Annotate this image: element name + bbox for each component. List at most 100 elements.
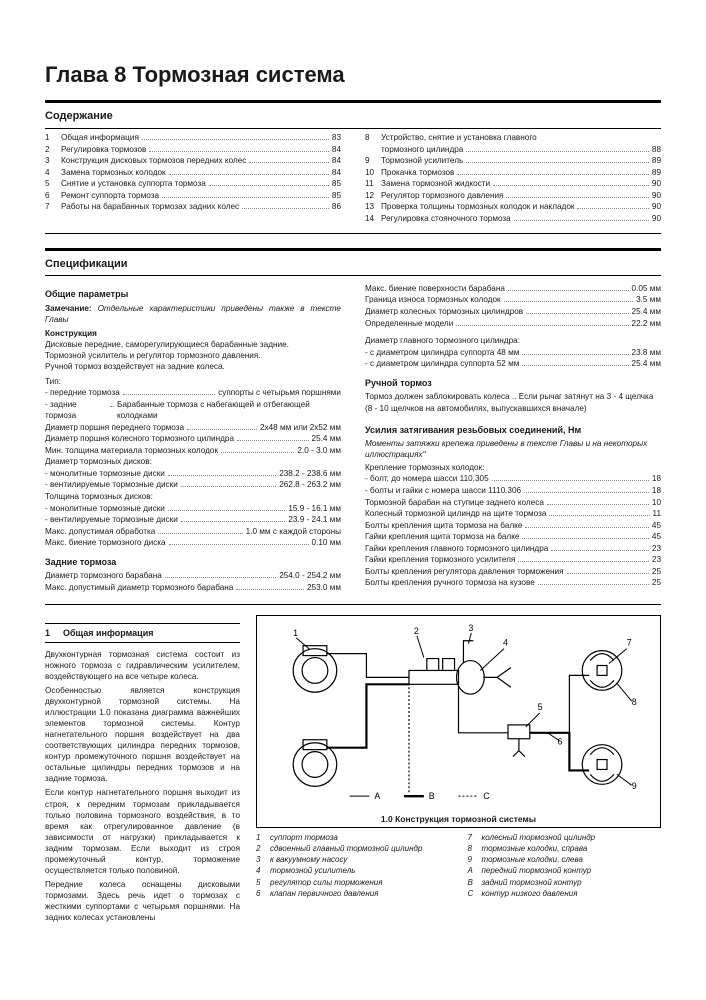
- toc-row: 14Регулировка стояночного тормоза90: [365, 213, 661, 224]
- legend-row: 2сдвоенный главный тормозной цилиндр: [256, 844, 450, 855]
- disc-thick-head: Толщина тормозных дисков:: [45, 491, 341, 502]
- spec-row: - передние тормозасуппорты с четырьмя по…: [45, 387, 341, 398]
- figure-legend: 1суппорт тормоза2сдвоенный главный тормо…: [256, 832, 661, 900]
- spec-row: - с диаметром цилиндра суппорта 52 мм25.…: [365, 358, 661, 369]
- spec-line: Дисковые передние, саморегулирующиеся ба…: [45, 339, 341, 350]
- toc-row: 8Устройство, снятие и установка главного: [365, 132, 661, 143]
- toc-row: 5Снятие и установка суппорта тормоза85: [45, 178, 341, 189]
- toc-row: 10Прокачка тормозов89: [365, 167, 661, 178]
- legend-row: 4тормозной усилитель: [256, 866, 450, 877]
- spec-row: Определенные модели22.2 мм: [365, 318, 661, 329]
- spec-row: - болты и гайки с номера шасси 1110.3061…: [365, 485, 661, 496]
- toc-row: 4Замена тормозных колодок84: [45, 167, 341, 178]
- spec-row: Диаметр колесных тормозных цилиндров25.4…: [365, 306, 661, 317]
- svg-text:7: 7: [627, 637, 632, 647]
- legend-row: Cконтур низкого давления: [468, 889, 662, 900]
- legend-row: 8тормозные колодки, справа: [468, 844, 662, 855]
- svg-text:8: 8: [632, 697, 637, 707]
- toc-row: 7Работы на барабанных тормозах задних ко…: [45, 201, 341, 212]
- toc-row: 2Регулировка тормозов84: [45, 144, 341, 155]
- hand-head: Ручной тормоз: [365, 377, 661, 389]
- specs: Общие параметры Замечание: Отдельные хар…: [45, 282, 661, 593]
- legend-row: 3к вакуумному насосу: [256, 855, 450, 866]
- torque-head: Усилия затягивания резьбовых соединений,…: [365, 424, 661, 436]
- svg-text:6: 6: [558, 736, 563, 746]
- spec-row: Гайки крепления щита тормоза на балке45: [365, 531, 661, 542]
- spec-row: Гайки крепления главного тормозного цили…: [365, 543, 661, 554]
- svg-text:B: B: [429, 791, 435, 801]
- toc-row: тормозного цилиндра88: [365, 144, 661, 155]
- spec-row: - монолитные тормозные диски238.2 - 238.…: [45, 468, 341, 479]
- spec-row: Болты крепления ручного тормоза на кузов…: [365, 577, 661, 588]
- spec-line: Ручной тормоз воздействует на задние кол…: [45, 361, 341, 372]
- general-head: Общие параметры: [45, 288, 341, 300]
- legend-row: 9тормозные колодки, слева: [468, 855, 662, 866]
- toc: 1Общая информация832Регулировка тормозов…: [45, 132, 661, 225]
- toc-row: 11Замена тормозной жидкости90: [365, 178, 661, 189]
- body-paragraph: Особенностью является конструкция двухко…: [45, 685, 240, 785]
- spec-row: - вентилируемые тормозные диски23.9 - 24…: [45, 514, 341, 525]
- spec-row: - вентилируемые тормозные диски262.8 - 2…: [45, 479, 341, 490]
- torque-note: Моменты затяжки крепежа приведены в текс…: [365, 438, 661, 460]
- svg-text:4: 4: [503, 637, 508, 647]
- torque-sub: Крепление тормозных колодок:: [365, 462, 661, 473]
- spec-row: Болты крепления регулятора давления торм…: [365, 566, 661, 577]
- spec-row: Макс. допустимая обработка1.0 мм с каждо…: [45, 526, 341, 537]
- figure-caption: 1.0 Конструкция тормозной системы: [257, 814, 660, 827]
- toc-row: 6Ремонт суппорта тормоза85: [45, 190, 341, 201]
- spec-row: Диаметр поршня переднего тормоза2x48 мм …: [45, 422, 341, 433]
- body-paragraph: Если контур нагнетательного поршня выход…: [45, 787, 240, 876]
- hand-text: Тормоз должен заблокировать колеса .. Ес…: [365, 391, 661, 413]
- spec-row: Тормозной барабан на ступице заднего кол…: [365, 497, 661, 508]
- legend-row: 1суппорт тормоза: [256, 833, 450, 844]
- rule: [45, 100, 661, 103]
- svg-text:2: 2: [414, 625, 419, 635]
- rule: [45, 604, 661, 605]
- toc-row: 3Конструкция дисковых тормозов передних …: [45, 155, 341, 166]
- legend-row: 7колесный тормозной цилиндр: [468, 833, 662, 844]
- body-paragraph: Двухконтурная тормозная система состоит …: [45, 649, 240, 682]
- construction-head: Конструкция: [45, 328, 341, 339]
- note: Замечание: Отдельные характеристики прив…: [45, 303, 341, 325]
- spec-line: Тормозной усилитель и регулятор тормозно…: [45, 350, 341, 361]
- svg-text:3: 3: [468, 622, 473, 632]
- svg-text:9: 9: [632, 781, 637, 791]
- spec-row: - монолитные тормозные диски15.9 - 16.1 …: [45, 503, 341, 514]
- rear-head: Задние тормоза: [45, 556, 341, 568]
- toc-row: 1Общая информация83: [45, 132, 341, 143]
- legend-row: Aпередний тормозной контур: [468, 866, 662, 877]
- spec-row: Макс. биение поверхности барабана0.05 мм: [365, 283, 661, 294]
- spec-row: Гайки крепления тормозного усилителя23: [365, 554, 661, 565]
- spec-row: Болты крепления щита тормоза на балке45: [365, 520, 661, 531]
- rule: [45, 275, 661, 276]
- spec-heading: Спецификации: [45, 257, 661, 272]
- section-1-bar: 1 Общая информация: [45, 623, 240, 643]
- toc-heading: Содержание: [45, 109, 661, 124]
- svg-text:A: A: [374, 791, 380, 801]
- rule: [45, 128, 661, 129]
- spec-row: Макс. биение тормозного диска0.10 мм: [45, 537, 341, 548]
- chapter-title: Глава 8 Тормозная система: [45, 60, 661, 90]
- figure-diagram: 1 2 3 4 5 6 7 8 9 A B: [257, 616, 660, 814]
- spec-row: - болт, до номера шасси 110.30518: [365, 473, 661, 484]
- toc-row: 9Тормозной усилитель89: [365, 155, 661, 166]
- spec-row: - задние тормозаБарабанные тормоза с наб…: [45, 399, 341, 421]
- svg-text:5: 5: [538, 702, 543, 712]
- rule: [45, 248, 661, 251]
- spec-row: Макс. допустимый диаметр тормозного бара…: [45, 582, 341, 593]
- master-head: Диаметр главного тормозного цилиндра:: [365, 335, 661, 346]
- spec-row: Диаметр поршня колесного тормозного цили…: [45, 433, 341, 444]
- svg-text:1: 1: [293, 627, 298, 637]
- toc-row: 12Регулятор тормозного давления90: [365, 190, 661, 201]
- spec-row: Граница износа тормозных колодок3.5 мм: [365, 294, 661, 305]
- spec-row: Мин. толщина материала тормозных колодок…: [45, 445, 341, 456]
- type-head: Тип:: [45, 376, 341, 387]
- legend-row: 5регулятор силы торможения: [256, 878, 450, 889]
- svg-text:C: C: [483, 791, 490, 801]
- legend-row: Bзадний тормозной контур: [468, 878, 662, 889]
- disc-diam-head: Диаметр тормозных дисков:: [45, 456, 341, 467]
- body-paragraph: Передние колеса оснащены дисковыми тормо…: [45, 879, 240, 923]
- body: 1 Общая информация Двухконтурная тормозн…: [45, 615, 661, 927]
- toc-row: 13Проверка толщины тормозных колодок и н…: [365, 201, 661, 212]
- legend-row: 6клапан первичного давления: [256, 889, 450, 900]
